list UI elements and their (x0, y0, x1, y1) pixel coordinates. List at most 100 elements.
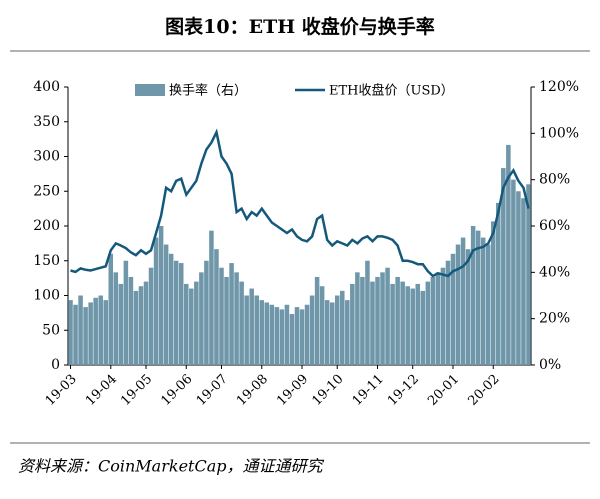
bar (511, 179, 516, 365)
bar (279, 309, 285, 365)
bar (470, 226, 476, 365)
y2-tick-label: 60% (539, 218, 570, 234)
bar (395, 276, 400, 365)
bar (168, 253, 174, 365)
bar (254, 295, 259, 365)
x-tick-label: 19-07 (194, 372, 231, 409)
bar (309, 295, 315, 365)
bar (229, 263, 234, 365)
bar (173, 260, 179, 365)
price-line (70, 128, 530, 278)
x-tick-label: 19-04 (83, 372, 120, 409)
bar (334, 295, 340, 365)
bar (360, 276, 365, 365)
x-tick-label: 19-03 (43, 372, 80, 409)
bar (465, 249, 471, 365)
bar (355, 272, 360, 365)
bar (189, 288, 194, 365)
x-tick-label: 19-06 (158, 372, 195, 409)
bar (73, 304, 78, 365)
bar (294, 307, 300, 365)
y2-tick-label: 100% (539, 125, 579, 141)
bar (113, 272, 119, 365)
bar (455, 244, 461, 365)
bar (329, 302, 335, 365)
bar (249, 288, 254, 365)
bar (390, 283, 395, 365)
bar (420, 290, 426, 365)
x-tick-label: 19-12 (385, 372, 422, 409)
legend-label: 换手率（右） (169, 83, 247, 99)
bar (284, 304, 290, 365)
y-tick-label: 250 (33, 183, 60, 199)
source-note: 资料来源：CoinMarketCap，通证通研究 (18, 457, 324, 476)
bar (68, 300, 73, 365)
y-tick-label: 350 (33, 114, 60, 130)
bar (163, 244, 169, 365)
bar (415, 283, 421, 365)
bar (385, 267, 390, 365)
bar (450, 253, 456, 365)
bar (345, 300, 350, 365)
bar (244, 295, 249, 365)
bar (204, 260, 209, 365)
bar (214, 249, 219, 365)
bar (400, 281, 405, 365)
bar (485, 244, 491, 365)
y2-tick-label: 20% (539, 311, 570, 327)
y-tick-label: 200 (33, 218, 60, 234)
legend-label: ETH收盘价（USD） (329, 83, 454, 99)
bar (184, 283, 189, 365)
bar (410, 288, 415, 365)
bar (98, 295, 103, 365)
bar (289, 314, 295, 365)
bar (234, 272, 239, 365)
bar (224, 276, 229, 365)
bar (133, 290, 139, 365)
legend-swatch (135, 84, 165, 96)
bar (158, 226, 164, 365)
x-tick-label: 19-05 (118, 372, 155, 409)
x-tick-label: 20-01 (425, 372, 462, 409)
bar (435, 272, 441, 365)
bar (480, 237, 486, 365)
bar (138, 286, 144, 365)
bar (516, 191, 521, 365)
bar (475, 230, 481, 365)
bar (496, 202, 501, 365)
bar (239, 281, 244, 365)
bar (269, 304, 275, 365)
bar (490, 221, 496, 365)
y2-tick-label: 40% (539, 264, 570, 280)
y2-tick-label: 80% (539, 172, 570, 188)
bar (425, 281, 431, 365)
bar (370, 281, 375, 365)
y-tick-label: 150 (33, 253, 60, 269)
bar (153, 237, 159, 365)
y-tick-label: 400 (33, 79, 60, 95)
bar (405, 286, 410, 365)
y2-tick-label: 120% (539, 79, 579, 95)
y-tick-label: 100 (33, 288, 60, 304)
bar (178, 263, 184, 365)
bar (259, 300, 265, 365)
bar (324, 300, 330, 365)
bar (128, 276, 134, 365)
bar (88, 302, 93, 365)
bar (430, 276, 436, 365)
bar (219, 267, 224, 365)
bar (209, 230, 214, 365)
bar (118, 283, 124, 365)
x-tick-label: 19-09 (274, 372, 311, 409)
bar (521, 198, 526, 365)
y-tick-label: 300 (33, 149, 60, 165)
bar (526, 184, 531, 365)
bar (274, 307, 280, 365)
bar (350, 283, 355, 365)
bar (445, 260, 451, 365)
bar (375, 276, 380, 365)
bar (199, 272, 204, 365)
bar (460, 237, 466, 365)
bar (143, 281, 149, 365)
